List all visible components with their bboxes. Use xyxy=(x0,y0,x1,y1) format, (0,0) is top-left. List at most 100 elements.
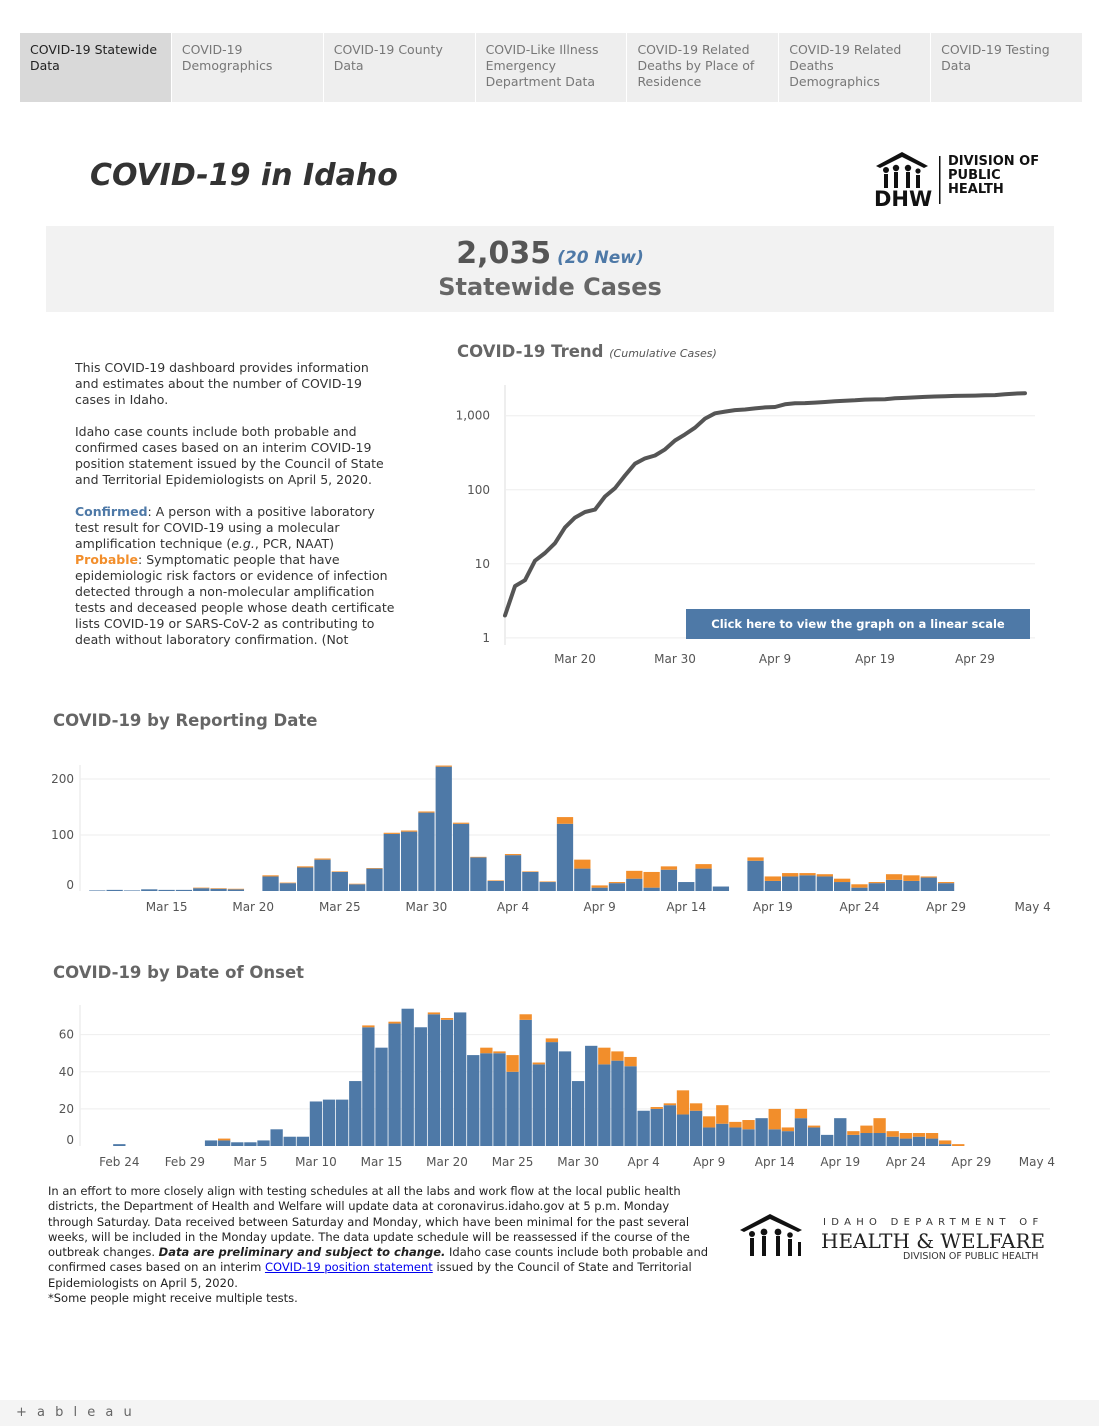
tab-cli-ed-data[interactable]: COVID-Like Illness Emergency Department … xyxy=(475,33,627,102)
onset-x-tick-label: Mar 20 xyxy=(426,1155,468,1169)
reporting-bar-probable xyxy=(903,875,920,881)
reporting-bar-probable xyxy=(885,874,903,880)
reporting-bar-probable xyxy=(764,876,781,881)
reporting-bar-confirmed xyxy=(383,833,400,891)
onset-bar-probable xyxy=(781,1127,794,1132)
reporting-x-tick-label: Apr 4 xyxy=(497,900,529,914)
onset-bar-confirmed xyxy=(218,1140,231,1146)
onset-bar-confirmed xyxy=(480,1053,493,1146)
reporting-bar-confirmed xyxy=(366,868,383,891)
reporting-bar-probable xyxy=(210,888,227,889)
onset-bar-confirmed xyxy=(742,1129,755,1146)
reporting-bar-probable xyxy=(920,876,937,878)
reporting-bar-probable xyxy=(799,873,816,876)
onset-x-tick-label: Apr 14 xyxy=(755,1155,795,1169)
reporting-bar-probable xyxy=(262,875,279,877)
onset-bar-probable xyxy=(860,1125,873,1134)
tab-deaths-residence[interactable]: COVID-19 Related Deaths by Place of Resi… xyxy=(627,33,779,102)
position-statement-link[interactable]: COVID-19 position statement xyxy=(264,1260,433,1275)
onset-bar-probable xyxy=(716,1105,729,1124)
reporting-bar-confirmed xyxy=(660,869,678,891)
onset-x-tick-label: Mar 15 xyxy=(361,1155,403,1169)
onset-bar-probable xyxy=(545,1038,559,1043)
reporting-bar-confirmed xyxy=(834,882,851,891)
onset-bar-probable xyxy=(952,1144,965,1146)
onset-bar-probable xyxy=(703,1116,716,1128)
reporting-bar-probable xyxy=(747,857,764,861)
onset-bar-confirmed xyxy=(231,1142,244,1146)
trend-x-tick-label: Mar 30 xyxy=(654,652,696,666)
onset-bar-probable xyxy=(938,1140,952,1145)
reporting-bar-confirmed xyxy=(937,883,955,891)
onset-bar-confirmed xyxy=(322,1099,336,1146)
tab-statewide-data[interactable]: COVID-19 Statewide Data xyxy=(20,33,171,102)
onset-bar-probable xyxy=(427,1012,441,1015)
onset-x-tick-label: Mar 5 xyxy=(233,1155,267,1169)
onset-bar-confirmed xyxy=(886,1136,899,1146)
tab-county-data[interactable]: COVID-19 County Data xyxy=(323,33,475,102)
onset-bar-confirmed xyxy=(204,1140,218,1146)
onset-bar-probable xyxy=(493,1051,506,1054)
reporting-x-tick-label: Mar 30 xyxy=(406,900,448,914)
tab-deaths-demographics[interactable]: COVID-19 Related Deaths Demographics xyxy=(779,33,931,102)
onset-bar-confirmed xyxy=(283,1136,296,1146)
reporting-bar-confirmed xyxy=(885,879,903,891)
reporting-bar-confirmed xyxy=(227,889,245,891)
dhw-mark: DHW xyxy=(874,187,932,208)
onset-bar-confirmed xyxy=(860,1133,873,1146)
tab-testing-data[interactable]: COVID-19 Testing Data xyxy=(931,33,1083,102)
reporting-bar-probable xyxy=(349,883,366,885)
reporting-bar-confirmed xyxy=(851,887,868,891)
reporting-bar-probable xyxy=(868,882,885,884)
reporting-bar-probable xyxy=(279,882,296,884)
reporting-bar-confirmed xyxy=(435,766,452,891)
trend-x-tick-label: Mar 20 xyxy=(554,652,596,666)
reporting-bar-confirmed xyxy=(314,859,331,891)
tab-demographics[interactable]: COVID-19 Demographics xyxy=(171,33,323,102)
onset-bar-confirmed xyxy=(716,1123,729,1146)
onset-bar-confirmed xyxy=(650,1108,663,1146)
onset-chart-title: COVID-19 by Date of Onset xyxy=(53,963,305,982)
reporting-bar-confirmed xyxy=(643,887,660,891)
onset-x-tick-label: Apr 29 xyxy=(951,1155,991,1169)
reporting-bar-confirmed xyxy=(106,889,123,891)
trend-chart-title: COVID-19 Trend (Cumulative Cases) xyxy=(457,342,717,361)
reporting-bar-probable xyxy=(383,832,400,834)
reporting-bar-probable xyxy=(470,856,487,858)
reporting-bar-probable xyxy=(418,811,435,813)
reporting-bar-probable xyxy=(193,887,210,889)
onset-x-tick-label: Apr 24 xyxy=(886,1155,926,1169)
reporting-x-tick-label: Apr 19 xyxy=(753,900,793,914)
reporting-bar-confirmed xyxy=(608,883,626,891)
onset-x-tick-label: Feb 24 xyxy=(99,1155,139,1169)
onset-bar-confirmed xyxy=(873,1133,886,1146)
reporting-bar-confirmed xyxy=(816,876,833,891)
linear-scale-button[interactable]: Click here to view the graph on a linear… xyxy=(686,609,1030,639)
onset-bar-confirmed xyxy=(493,1053,506,1146)
onset-bar-probable xyxy=(899,1133,912,1139)
reporting-bar-probable xyxy=(331,871,348,872)
onset-bar-probable xyxy=(218,1138,231,1141)
onset-bar-confirmed xyxy=(558,1051,572,1146)
onset-bar-probable xyxy=(532,1062,545,1065)
reporting-x-tick-label: Mar 25 xyxy=(319,900,361,914)
onset-bar-confirmed xyxy=(729,1127,742,1146)
onset-bar-confirmed xyxy=(807,1127,821,1146)
onset-bar-confirmed xyxy=(467,1055,480,1146)
onset-bar-probable xyxy=(650,1107,663,1109)
onset-bar-probable xyxy=(362,1025,375,1028)
reporting-bar-confirmed xyxy=(903,880,920,891)
reporting-bar-probable xyxy=(452,822,470,824)
reporting-bar-confirmed xyxy=(678,882,695,891)
onset-bar-probable xyxy=(519,1014,532,1020)
reporting-bar-confirmed xyxy=(591,887,608,891)
onset-y-tick-label: 0 xyxy=(66,1133,74,1147)
onset-bar-probable xyxy=(742,1120,755,1130)
onset-bar-confirmed xyxy=(309,1101,323,1146)
onset-bar-confirmed xyxy=(545,1042,559,1146)
tableau-logo[interactable]: + a b l e a u xyxy=(16,1405,135,1420)
reporting-bar-probable xyxy=(608,882,626,884)
onset-bar-confirmed xyxy=(585,1045,598,1146)
onset-bar-probable xyxy=(663,1103,677,1106)
dhw-logo-icon: DHW xyxy=(874,152,941,208)
